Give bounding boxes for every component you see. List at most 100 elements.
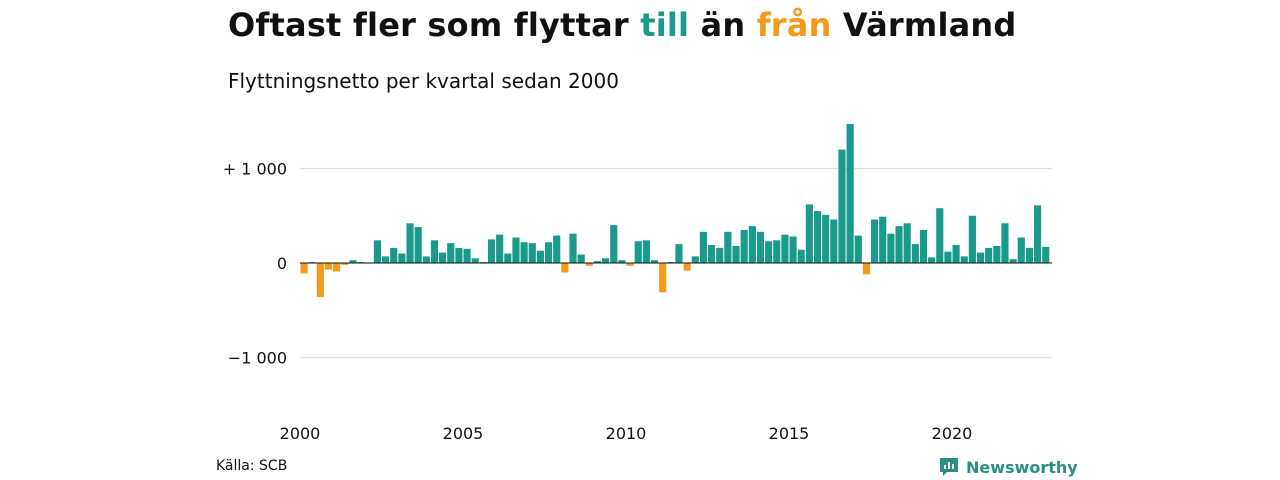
bar	[903, 223, 911, 263]
x-tick-label: 2005	[443, 424, 484, 443]
bar	[455, 247, 463, 263]
bar	[683, 263, 691, 271]
bar	[675, 244, 683, 263]
bar	[439, 252, 447, 263]
bar	[593, 261, 602, 263]
bar	[577, 254, 585, 264]
bar	[813, 211, 822, 264]
bar	[797, 249, 805, 263]
title-part-3: än	[689, 6, 757, 44]
bar	[300, 263, 308, 274]
bar	[1009, 259, 1017, 263]
bar	[911, 244, 919, 263]
bar	[952, 245, 960, 263]
x-tick-label: 2015	[769, 424, 810, 443]
bar	[944, 251, 952, 263]
bar	[447, 243, 455, 263]
bar	[862, 263, 870, 275]
bar	[553, 235, 561, 263]
x-tick-label: 2020	[932, 424, 973, 443]
bar	[822, 214, 830, 264]
brand-name: Newsworthy	[966, 457, 1078, 477]
bar	[838, 149, 846, 263]
x-tick-label: 2010	[606, 424, 647, 443]
bar	[756, 231, 765, 263]
bar	[316, 263, 324, 298]
bar	[919, 229, 928, 264]
bar	[871, 219, 879, 263]
bar	[724, 231, 732, 263]
bar	[496, 234, 504, 263]
bar	[1017, 237, 1025, 264]
bar	[732, 245, 740, 263]
title-part-till: till	[640, 6, 690, 44]
title-part-1: Oftast fler som flyttar	[228, 6, 641, 44]
bar	[512, 237, 520, 264]
bar	[936, 208, 944, 263]
bar	[1042, 246, 1050, 264]
bar	[471, 258, 479, 263]
bar	[1001, 223, 1009, 263]
bar	[1025, 247, 1033, 263]
bar	[650, 260, 659, 263]
bar	[805, 204, 813, 263]
y-axis-ticks: + 1 000 0 −1 000	[223, 160, 287, 368]
bar	[406, 223, 414, 263]
y-tick-label: 0	[277, 254, 287, 273]
grid-lines	[300, 167, 1052, 359]
title-part-5: Värmland	[831, 6, 1017, 44]
title-part-fran: från	[756, 6, 832, 44]
bar	[854, 235, 862, 263]
bar	[430, 240, 439, 263]
bar	[691, 256, 699, 263]
bar	[781, 234, 789, 263]
bar	[993, 245, 1001, 263]
bar	[626, 263, 634, 266]
bar	[528, 243, 536, 263]
bar	[569, 233, 577, 263]
bar	[520, 242, 528, 263]
bar	[773, 240, 781, 263]
bar	[699, 231, 707, 263]
bar	[716, 247, 724, 263]
bar	[602, 258, 610, 263]
bar	[341, 263, 349, 265]
source-note: Källa: SCB	[216, 458, 288, 474]
bar	[976, 252, 985, 263]
bar	[373, 240, 381, 263]
brand-logo: Newsworthy	[938, 456, 1078, 478]
bar	[765, 241, 773, 263]
bar	[390, 247, 398, 263]
bar	[349, 260, 357, 263]
bar	[985, 247, 993, 263]
bar	[789, 236, 797, 263]
bar	[740, 229, 748, 264]
bar	[879, 216, 887, 263]
bar	[610, 225, 618, 263]
bar	[545, 242, 553, 263]
chart-title: Oftast fler som flyttar till än från Vär…	[228, 6, 1017, 44]
x-tick-label: 2000	[280, 424, 321, 443]
bar	[414, 227, 422, 263]
bar	[585, 263, 593, 266]
bar	[634, 241, 642, 263]
bar	[708, 245, 716, 263]
bar	[960, 256, 968, 263]
bar	[382, 256, 390, 263]
bar	[324, 263, 333, 270]
bar	[398, 253, 406, 263]
bar	[642, 240, 650, 263]
y-tick-label: −1 000	[228, 349, 287, 368]
bar	[968, 215, 976, 263]
bar	[887, 233, 895, 263]
bar	[659, 263, 667, 293]
bar	[1034, 205, 1042, 263]
bar	[333, 263, 341, 272]
bar	[504, 253, 512, 263]
chart-subtitle: Flyttningsnetto per kvartal sedan 2000	[228, 69, 619, 93]
newsworthy-icon	[940, 458, 958, 476]
bar	[928, 257, 936, 263]
bar	[830, 219, 838, 263]
bar	[487, 239, 496, 264]
